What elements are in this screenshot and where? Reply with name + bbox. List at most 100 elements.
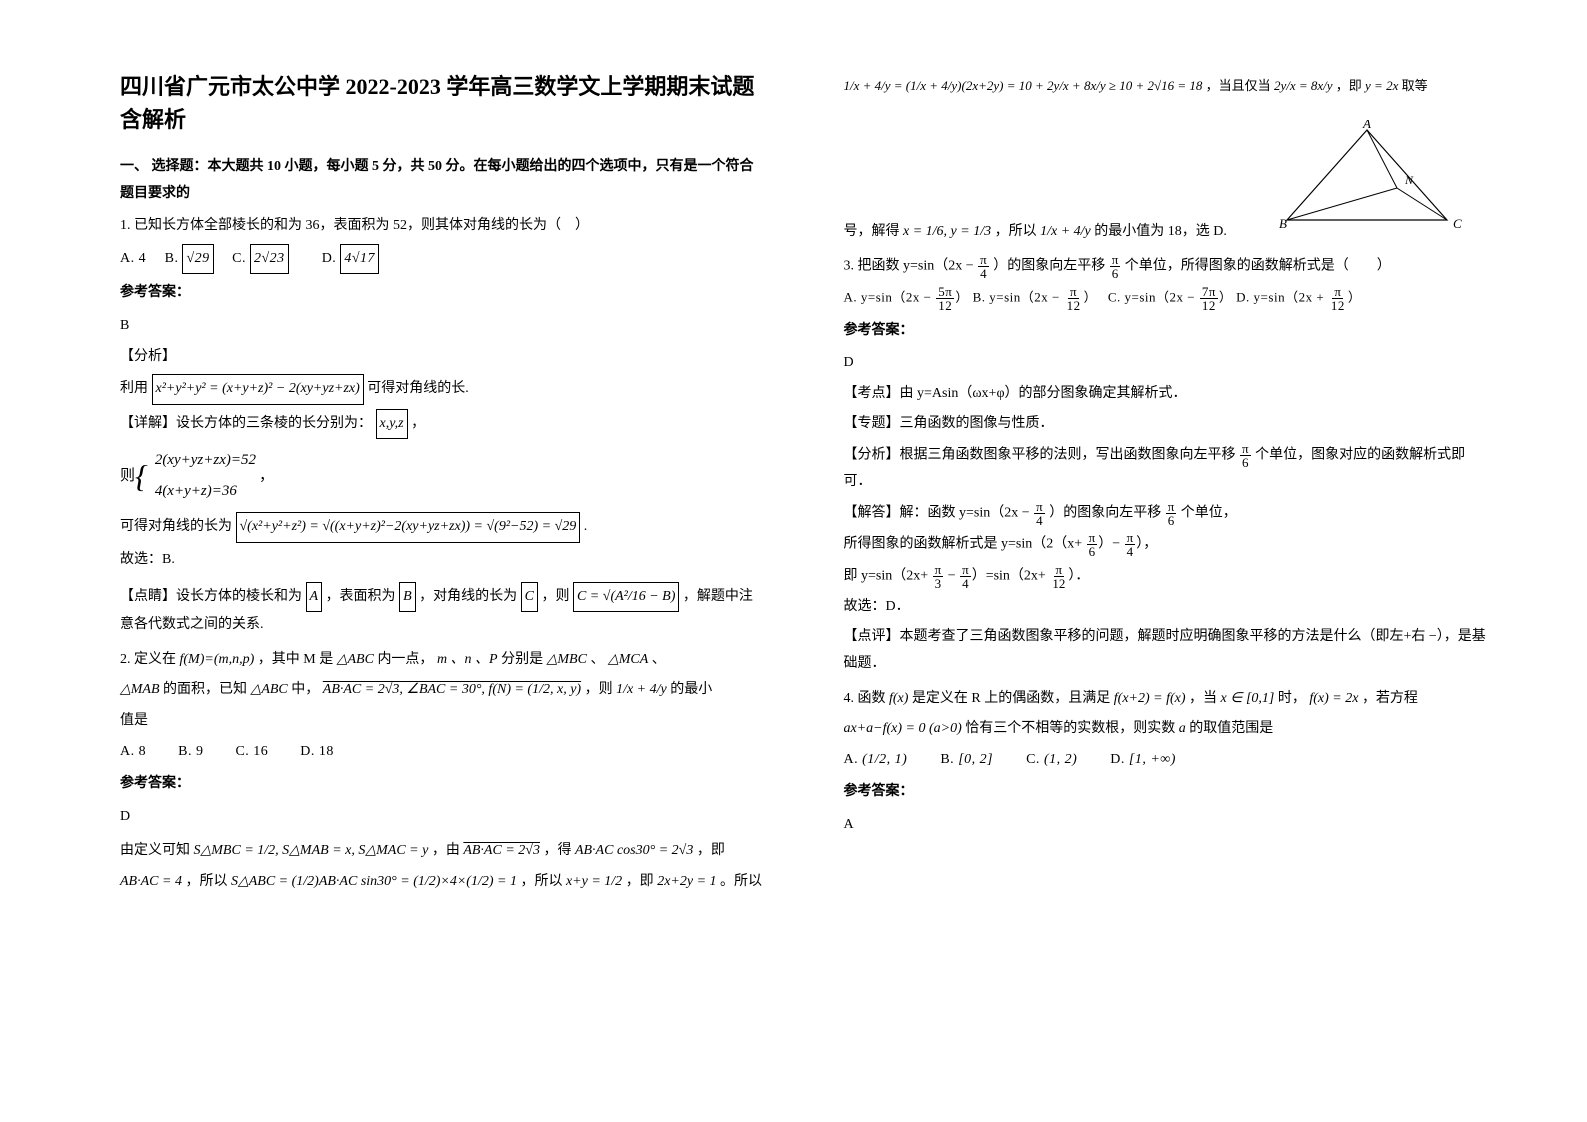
q1-sys2: 4(x+y+z)=36 <box>152 476 259 507</box>
q2-options: A. 8 B. 9 C. 16 D. 18 <box>120 739 764 766</box>
r-l2a: 号，解得 <box>844 224 900 239</box>
q2-MBC: △MBC <box>547 652 587 667</box>
q1-l3a: 则 <box>120 462 135 491</box>
q3-k2: 【专题】三角函数的图像与性质． <box>844 411 1488 438</box>
q2-MAB: △MAB <box>120 682 160 697</box>
q4-l2d: 的取值范围是 <box>1189 721 1273 736</box>
q2-s2a: AB·AC = 4 <box>120 874 182 889</box>
q4-line1: 4. 函数 f(x) 是定义在 R 上的偶函数，且满足 f(x+2) = f(x… <box>844 686 1488 713</box>
q3-k8: 【点评】本题考查了三角函数图象平移的问题，解题时应明确图象平移的方法是什么（即左… <box>844 624 1488 677</box>
brace-icon: { <box>135 468 148 484</box>
q2-mnp: m 、n 、P <box>437 652 498 667</box>
q4-t4: 时， <box>1278 691 1306 706</box>
q2-ans: D <box>120 804 764 831</box>
q2-l2b: 的面积，已知 <box>163 682 247 697</box>
q2-ABC2: △ABC <box>251 682 288 697</box>
q1-tipB: B <box>399 582 416 613</box>
q1-line4: 可得对角线的长为 √(x²+y²+z²) = √((x+y+z)²−2(xy+y… <box>120 512 764 543</box>
q2-s1a: 由定义可知 <box>120 843 190 858</box>
q2-s2c: ，所以 <box>520 874 562 889</box>
r-topmid: ，当且仅当 <box>1206 78 1271 93</box>
q1-text: 1. 已知长方体全部棱长的和为 36，表面积为 52，则其体对角线的长为（ ） <box>120 213 764 240</box>
q2-t1: 2. 定义在 <box>120 652 176 667</box>
q2-l2f: 1/x + 4/y <box>616 682 667 697</box>
q4-l2c: a <box>1179 721 1186 736</box>
q2-l2d: 中， <box>291 682 319 697</box>
q1-tip-mid: ，表面积为 <box>326 589 396 604</box>
q3-k3: 【分析】根据三角函数图象平移的法则，写出函数图象向左平移 π6 个单位，图象对应… <box>844 442 1488 496</box>
q3-k7: 故选：D． <box>844 594 1488 621</box>
triangle-diagram: A B C N <box>1267 120 1467 240</box>
q1-tip: 【点睛】设长方体的棱长和为 A ，表面积为 B ，对角线的长为 C ，则 C =… <box>120 582 764 639</box>
q4-oC: C. <box>1026 752 1040 767</box>
q1-optC-val: 2√23 <box>250 244 289 275</box>
q1-line2: 【详解】设长方体的三条棱的长分别为： x,y,z ， <box>120 409 764 440</box>
q4-oAv: (1/2, 1) <box>862 752 907 767</box>
doc-title: 四川省广元市太公中学 2022-2023 学年高三数学文上学期期末试题含解析 <box>120 70 764 136</box>
left-column: 四川省广元市太公中学 2022-2023 学年高三数学文上学期期末试题含解析 一… <box>100 70 804 1082</box>
q2-line3: 值是 <box>120 708 764 735</box>
vertex-N: N <box>1404 173 1414 187</box>
q2-s2eq2: x+y = 1/2 <box>566 874 622 889</box>
q1-tip-label: 【点睛】设长方体的棱长和为 <box>120 589 302 604</box>
q4-oDv: [1, +∞) <box>1129 752 1176 767</box>
q4-oA: A. <box>844 752 859 767</box>
vertex-A: A <box>1362 120 1371 131</box>
q1-ans: B <box>120 313 764 340</box>
q3-k5: 所得图象的函数解析式是 y=sin（2（x+ π6）− π4）， <box>844 531 1488 558</box>
q2-t4: 分别是 <box>501 652 543 667</box>
q1-tip-mid2: ，对角线的长为 <box>419 589 517 604</box>
q1-system: 则 { 2(xy+yz+zx)=52 4(x+y+z)=36 ， <box>120 445 764 506</box>
q1-l3b: ， <box>259 462 274 491</box>
q3-k6: 即 y=sin（2x+ π3 − π4）=sin（2x+ π12）． <box>844 563 1488 590</box>
q4-fx: f(x) <box>889 691 908 706</box>
q2-line2: △MAB 的面积，已知 △ABC 中， AB·AC = 2√3, ∠BAC = … <box>120 677 764 704</box>
q4-eq2: x ∈ [0,1] <box>1221 691 1275 706</box>
q4-t5: ，若方程 <box>1362 691 1418 706</box>
vertex-C: C <box>1453 216 1462 231</box>
r-topeq: 1/x + 4/y = (1/x + 4/y)(2x+2y) = 10 + 2y… <box>844 78 1203 93</box>
q4-l2b: 恰有三个不相等的实数根，则实数 <box>965 721 1175 736</box>
q2-l2e: ，则 <box>585 682 613 697</box>
q3-options: A. y=sin（2x − 5π12） B. y=sin（2x − π12） C… <box>844 285 1488 312</box>
q4-eq3: f(x) = 2x <box>1309 691 1358 706</box>
q1-optB-val: √29 <box>182 244 213 275</box>
q1-l4a: 可得对角线的长为 <box>120 519 232 534</box>
q3-text: 3. 把函数 y=sin（2x − π4 ）的图象向左平移 π6 个单位，所得图… <box>844 253 1488 280</box>
q1-line1: 利用 x²+y²+y² = (x+y+z)² − 2(xy+yz+zx) 可得对… <box>120 374 764 405</box>
vertex-B: B <box>1279 216 1287 231</box>
q4-eq1: f(x+2) = f(x) <box>1114 691 1186 706</box>
q2-s2eq3: 2x+2y = 1 <box>657 874 716 889</box>
right-column: 1/x + 4/y = (1/x + 4/y)(2x+2y) = 10 + 2y… <box>804 70 1508 1082</box>
q2-ABC: △ABC <box>337 652 374 667</box>
q2-s1c: ，得 <box>543 843 571 858</box>
q4-oD: D. <box>1110 752 1125 767</box>
r-topmid2: ，即 <box>1336 78 1362 93</box>
q1-tip-eq: C = √(A²/16 − B) <box>573 582 679 613</box>
q4-oBv: [0, 2] <box>958 752 993 767</box>
q1-optA: A. 4 <box>120 251 146 266</box>
q2-s2eq: S△ABC = (1/2)AB·AC sin30° = (1/2)×4×(1/2… <box>231 874 517 889</box>
q4-oCv: (1, 2) <box>1044 752 1077 767</box>
q1-tipC: C <box>521 582 538 613</box>
q2-l2g: 的最小 <box>670 682 712 697</box>
q2-s1d: ，即 <box>697 843 725 858</box>
q2-s1eq3: AB·AC cos30° = 2√3 <box>575 843 693 858</box>
q4-l2: ax+a−f(x) = 0 (a>0) <box>844 721 962 736</box>
q3-k4: 【解答】解：函数 y=sin（2x − π4 ）的图象向左平移 π6 个单位， <box>844 500 1488 527</box>
q4-ans: A <box>844 812 1488 839</box>
q1-analysis-label: 【分析】 <box>120 344 764 371</box>
r-topend: 取等 <box>1402 78 1428 93</box>
section-a-header: 一、 选择题：本大题共 10 小题，每小题 5 分，共 50 分。在每小题给出的… <box>120 154 764 207</box>
r-l2c: 的最小值为 18，选 D. <box>1094 224 1227 239</box>
q1-tipA: A <box>306 582 323 613</box>
q1-optC: C. <box>232 251 246 266</box>
q3-ans: D <box>844 350 1488 377</box>
q1-tip-then: ，则 <box>541 589 569 604</box>
q2-sol2: AB·AC = 4 ，所以 S△ABC = (1/2)AB·AC sin30° … <box>120 869 764 896</box>
q4-t1: 4. 函数 <box>844 691 886 706</box>
q2-line1: 2. 定义在 f(M)=(m,n,p) ，其中 M 是 △ABC 内一点， m … <box>120 647 764 674</box>
q1-ans-label: 参考答案： <box>120 280 764 307</box>
r-top: 1/x + 4/y = (1/x + 4/y)(2x+2y) = 10 + 2y… <box>844 74 1488 99</box>
q4-t2: 是定义在 R 上的偶函数，且满足 <box>912 691 1110 706</box>
